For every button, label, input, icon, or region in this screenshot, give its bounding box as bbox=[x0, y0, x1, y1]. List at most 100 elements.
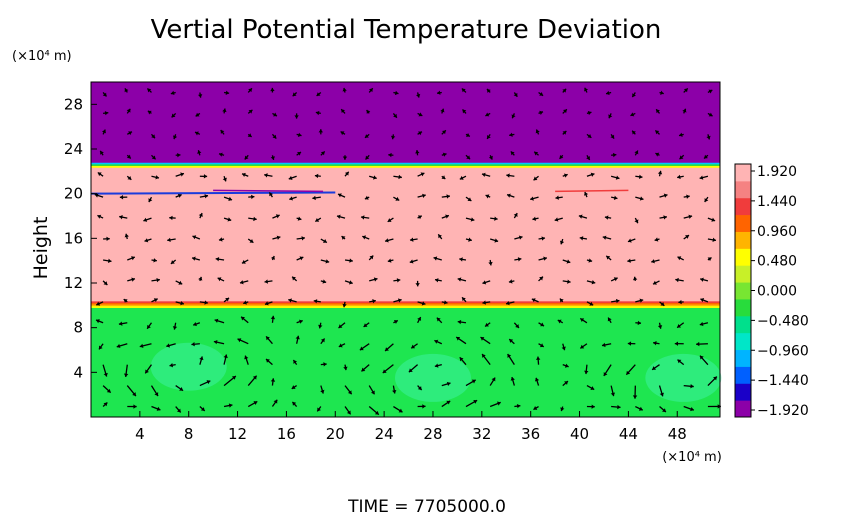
wind-vector bbox=[562, 130, 567, 135]
wind-vector bbox=[292, 359, 298, 366]
wind-vector bbox=[707, 89, 713, 94]
colorbar-swatch bbox=[735, 164, 751, 182]
wind-vector bbox=[147, 110, 152, 115]
wind-vector bbox=[247, 87, 253, 93]
plot-area bbox=[90, 81, 722, 418]
wind-vector bbox=[360, 215, 370, 220]
colorbar-swatch bbox=[735, 366, 751, 384]
wind-vector bbox=[659, 90, 664, 95]
wind-vector bbox=[578, 214, 588, 219]
wind-vector bbox=[126, 175, 132, 181]
wind-vector bbox=[248, 194, 255, 200]
wind-vector bbox=[699, 175, 709, 180]
wind-vector bbox=[584, 191, 589, 198]
wind-vector bbox=[369, 299, 376, 304]
wind-vector bbox=[393, 196, 400, 201]
wind-vector bbox=[222, 176, 227, 182]
wind-vector bbox=[270, 378, 276, 386]
colorbar-label: 0.000 bbox=[757, 284, 797, 300]
wind-vector bbox=[223, 297, 230, 303]
wind-vector bbox=[436, 90, 442, 95]
wind-vector bbox=[657, 170, 663, 177]
wind-vector bbox=[459, 257, 467, 262]
wind-vector bbox=[634, 150, 639, 156]
wind-vector bbox=[320, 238, 328, 244]
wind-vector bbox=[296, 132, 302, 137]
wind-vector bbox=[126, 108, 131, 114]
wind-vector bbox=[651, 259, 660, 264]
wind-vector bbox=[533, 175, 539, 181]
wind-vector bbox=[700, 298, 709, 303]
wind-vector bbox=[683, 405, 695, 412]
wind-vector bbox=[417, 112, 423, 117]
wind-vector bbox=[465, 154, 471, 160]
wind-vector bbox=[139, 343, 152, 348]
colorbar-swatch bbox=[735, 231, 751, 249]
wind-vector bbox=[654, 129, 660, 135]
wind-vector bbox=[538, 343, 545, 348]
wind-vector bbox=[288, 175, 297, 181]
wind-vector bbox=[675, 277, 684, 283]
vortex-core-2 bbox=[645, 353, 722, 402]
wind-vector bbox=[434, 363, 442, 368]
wind-vector bbox=[312, 195, 321, 201]
wind-vector bbox=[707, 112, 713, 117]
wind-vector bbox=[655, 152, 660, 157]
wind-vector bbox=[124, 233, 129, 240]
wind-vector bbox=[659, 406, 667, 413]
wind-vector bbox=[288, 298, 297, 303]
wind-vector bbox=[191, 256, 201, 261]
wind-vector bbox=[417, 404, 426, 409]
y-unit-label: (×10⁴ m) bbox=[12, 49, 72, 64]
wind-vector bbox=[95, 319, 104, 324]
wind-vector bbox=[538, 276, 544, 282]
wind-vector bbox=[417, 131, 423, 136]
wind-vector bbox=[124, 88, 129, 93]
y-tick-label: 12 bbox=[64, 274, 83, 292]
wind-vector bbox=[151, 133, 156, 139]
wind-vector bbox=[514, 257, 522, 262]
wind-vector bbox=[562, 173, 568, 178]
wind-vector bbox=[166, 343, 176, 348]
wind-vector bbox=[220, 129, 225, 135]
wind-vector bbox=[223, 354, 228, 365]
wind-vector bbox=[538, 322, 545, 327]
wind-vector bbox=[482, 280, 491, 285]
wind-vector bbox=[653, 341, 660, 346]
wind-vector bbox=[241, 172, 249, 177]
wind-vector bbox=[441, 194, 451, 199]
wind-vector bbox=[610, 385, 616, 397]
wind-vector bbox=[605, 90, 612, 96]
wind-vector bbox=[486, 88, 491, 93]
field-layer-0 bbox=[91, 82, 720, 166]
wind-vector bbox=[393, 298, 402, 303]
wind-vector bbox=[384, 238, 394, 243]
wind-vector bbox=[218, 152, 225, 157]
wind-vector bbox=[270, 255, 275, 261]
wind-vector bbox=[382, 364, 394, 374]
wind-vector bbox=[703, 154, 709, 159]
wind-vector bbox=[682, 108, 687, 114]
wind-vector bbox=[602, 235, 612, 240]
wind-vector bbox=[635, 196, 644, 201]
wind-vector bbox=[604, 215, 612, 220]
streak-left bbox=[90, 191, 336, 195]
wind-vector bbox=[291, 401, 298, 407]
wind-vector bbox=[272, 214, 280, 219]
wind-vectors bbox=[94, 87, 721, 416]
band-bottom-1 bbox=[91, 302, 720, 305]
wind-vector bbox=[610, 277, 618, 282]
wind-vector bbox=[562, 259, 571, 264]
wind-vector bbox=[508, 279, 515, 284]
wind-vector bbox=[416, 92, 421, 98]
vortex-core-1 bbox=[394, 353, 471, 402]
wind-vector bbox=[586, 258, 593, 263]
wind-vector bbox=[175, 385, 184, 392]
wind-vector bbox=[457, 319, 467, 325]
wind-vector bbox=[408, 364, 419, 373]
colorbar: 1.920 1.440 0.960 0.480 0.000 −0.480 −0.960 −1.… bbox=[734, 163, 809, 419]
wind-vector bbox=[562, 279, 571, 284]
wind-vector bbox=[127, 277, 136, 282]
wind-vector bbox=[98, 343, 104, 350]
